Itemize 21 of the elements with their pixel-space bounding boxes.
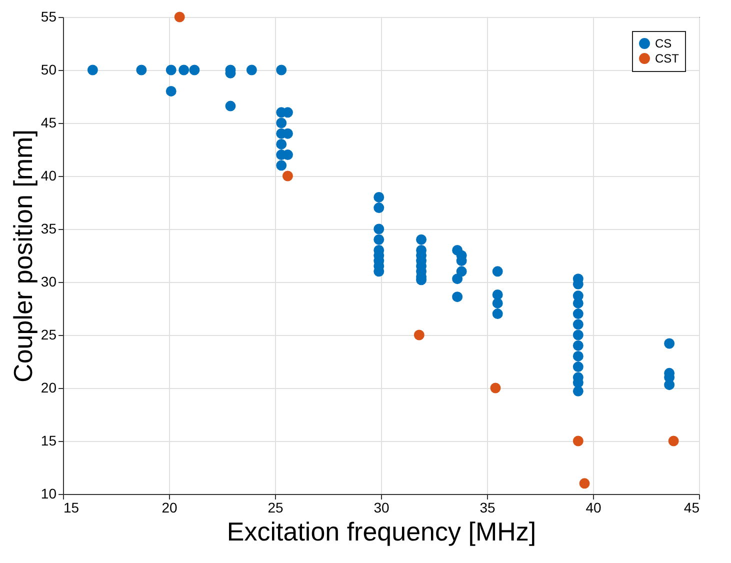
y-axis-title: Coupler position [mm]: [8, 130, 38, 382]
x-tick-label: 25: [268, 500, 284, 516]
y-tick-label: 45: [40, 114, 57, 130]
x-tick-label: 45: [684, 500, 700, 516]
y-tick-label: 15: [40, 432, 57, 448]
y-tick-label: 20: [40, 380, 57, 396]
y-tick-label: 35: [40, 220, 57, 236]
legend-label: CS: [655, 36, 672, 50]
y-tick-label: 40: [40, 168, 57, 184]
x-tick-label: 15: [64, 500, 80, 516]
x-tick-label: 35: [480, 500, 496, 516]
y-tick-label: 25: [40, 326, 57, 342]
y-tick-label: 50: [40, 62, 57, 78]
legend-label: CST: [655, 52, 680, 66]
x-tick-label: 20: [162, 500, 178, 516]
y-tick-label: 10: [40, 486, 57, 502]
y-tick-label: 30: [40, 274, 57, 290]
y-tick-label: 55: [40, 8, 57, 24]
x-axis-title: Excitation frequency [MHz]: [226, 516, 536, 546]
x-tick-label: 40: [586, 500, 602, 516]
x-tick-label: 30: [374, 500, 390, 516]
